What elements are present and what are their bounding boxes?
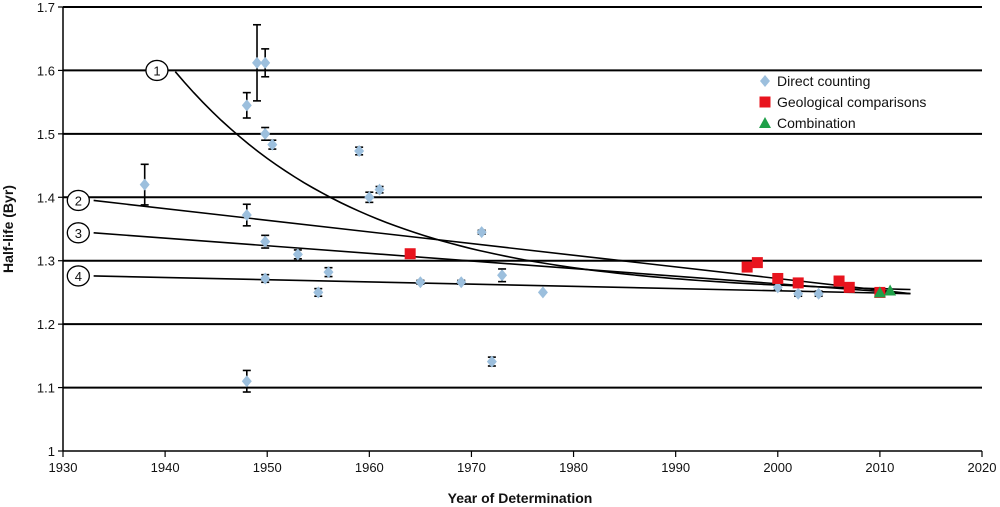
y-tick-label: 1.6 xyxy=(37,63,55,78)
x-tick-label: 1950 xyxy=(253,460,282,475)
x-tick-label: 1970 xyxy=(457,460,486,475)
data-points xyxy=(139,56,897,388)
data-point xyxy=(793,287,804,300)
data-point xyxy=(873,286,886,298)
data-point xyxy=(241,375,252,388)
curve-label-1: 1 xyxy=(153,63,160,78)
y-tick-label: 1 xyxy=(48,444,55,459)
curve-label-circle xyxy=(145,59,169,82)
data-point xyxy=(260,56,271,69)
legend-entry: Combination xyxy=(777,115,856,131)
data-point xyxy=(260,235,271,248)
legend-marker xyxy=(759,96,771,108)
legend-entry: Direct counting xyxy=(777,73,870,89)
data-point xyxy=(241,99,252,112)
curve-label-2: 2 xyxy=(75,193,82,208)
data-point xyxy=(792,277,804,289)
data-point xyxy=(772,272,784,284)
data-point xyxy=(497,269,508,282)
curve-labels: 1 2 3 4 xyxy=(66,59,169,287)
x-tick-label: 1990 xyxy=(661,460,690,475)
legend-marker xyxy=(760,75,770,87)
curve-label-circle xyxy=(66,189,90,212)
curve-label-circle xyxy=(66,265,90,287)
data-point xyxy=(813,287,824,300)
data-point xyxy=(833,275,845,287)
data-point xyxy=(741,261,753,273)
data-point xyxy=(751,257,763,269)
data-point xyxy=(323,266,334,279)
x-tick-label: 1960 xyxy=(355,460,384,475)
legend-entry: Geological comparisons xyxy=(777,94,926,110)
data-point xyxy=(267,138,278,151)
y-tick-label: 1.1 xyxy=(37,381,55,396)
y-tick-label: 1.3 xyxy=(37,254,55,269)
data-point xyxy=(456,276,467,289)
data-point xyxy=(292,248,303,261)
y-tick-label: 1.4 xyxy=(37,190,55,205)
data-point xyxy=(364,191,375,204)
data-point xyxy=(772,281,783,294)
x-tick-label: 1930 xyxy=(49,460,78,475)
data-point xyxy=(313,286,324,299)
x-tick-label: 2020 xyxy=(968,460,997,475)
x-tick-label: 1940 xyxy=(151,460,180,475)
fit-curve-1 xyxy=(174,71,911,291)
y-axis-title: Half-life (Byr) xyxy=(0,185,16,273)
legend-marker xyxy=(759,117,771,128)
data-point xyxy=(404,248,416,260)
fit-curve-4 xyxy=(93,275,911,295)
data-point xyxy=(843,281,855,293)
data-point xyxy=(241,209,252,222)
data-point xyxy=(537,286,548,299)
curve-label-circle xyxy=(66,222,90,244)
x-tick-label: 2000 xyxy=(763,460,792,475)
curve-label-3: 3 xyxy=(75,226,82,241)
gridlines xyxy=(63,6,982,389)
x-axis-title: Year of Determination xyxy=(448,490,593,506)
curve-label-4: 4 xyxy=(75,269,82,284)
y-tick-label: 1.5 xyxy=(37,127,55,142)
data-point xyxy=(252,56,263,69)
data-point xyxy=(139,178,150,191)
data-point xyxy=(476,226,487,239)
y-tick-label: 1.7 xyxy=(37,0,55,15)
data-point xyxy=(260,127,271,140)
x-tick-label: 2010 xyxy=(865,460,894,475)
error-bars xyxy=(140,23,823,393)
legend: Direct counting Geological comparisons Com… xyxy=(759,73,926,131)
data-point xyxy=(354,144,365,157)
data-point xyxy=(260,272,271,285)
data-point xyxy=(884,284,897,296)
axes: 1 1.1 1.2 1.3 1.4 1.5 1.6 1.7 1930 1940 1950 1960 19… xyxy=(37,0,997,475)
data-point xyxy=(415,276,426,289)
x-tick-label: 1980 xyxy=(559,460,588,475)
data-point xyxy=(374,183,385,196)
y-tick-label: 1.2 xyxy=(37,317,55,332)
data-point xyxy=(486,355,497,368)
